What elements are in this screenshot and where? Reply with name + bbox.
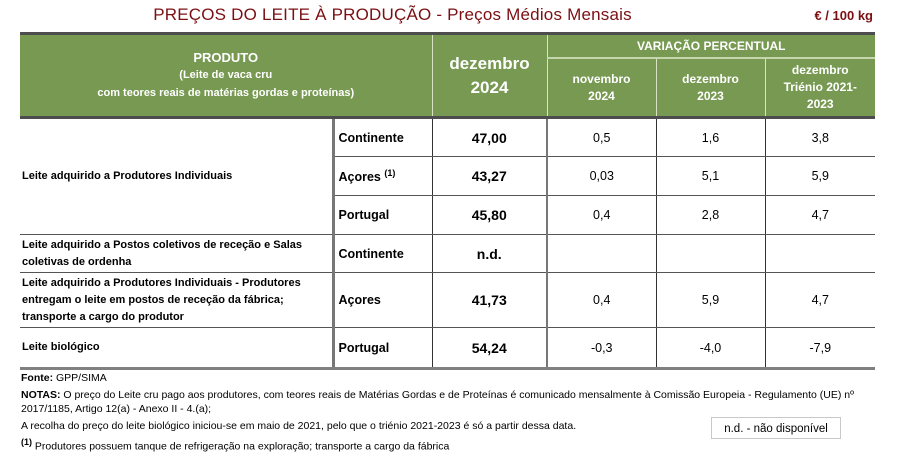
var-dec2023-cell: 1,6 bbox=[656, 117, 766, 157]
table-row: Açores (1) 43,27 0,03 5,1 5,9 bbox=[20, 156, 876, 196]
var-nov2024-cell: 0,03 bbox=[547, 156, 657, 196]
header-produto-title: PRODUTO bbox=[193, 50, 259, 65]
product-cell: Leite adquirido a Produtores Individuais bbox=[20, 117, 333, 235]
header-col-line: dezembro bbox=[682, 71, 739, 86]
var-nov2024-cell: -0,3 bbox=[547, 327, 657, 370]
header-col-line: dezembro bbox=[791, 63, 849, 77]
notes-label: NOTAS: bbox=[21, 389, 61, 401]
var-trienio-cell: -7,9 bbox=[765, 327, 876, 370]
prices-table: PRODUTO (Leite de vaca cru com teores re… bbox=[20, 32, 876, 370]
region-label: Açores bbox=[338, 170, 381, 185]
var-trienio-cell: 4,7 bbox=[765, 272, 876, 328]
var-dec2023-cell: 2,8 bbox=[656, 195, 766, 235]
var-nov2024-cell: 0,4 bbox=[547, 272, 657, 328]
var-trienio-cell bbox=[765, 234, 876, 273]
header-col-dec2023: dezembro 2023 bbox=[656, 58, 766, 119]
header-current-year: 2024 bbox=[470, 77, 509, 97]
table-row: Leite adquirido a Postos coletivos de re… bbox=[20, 234, 876, 273]
table-row: Leite adquirido a Produtores Individuais… bbox=[20, 272, 876, 328]
footer-notes-3: A recolha do preço do leite biológico in… bbox=[21, 420, 577, 432]
table-row: Leite biológico Portugal 54,24 -0,3 -4,0… bbox=[20, 327, 876, 370]
var-nov2024-cell: 0,5 bbox=[547, 117, 657, 157]
footer-notes: NOTAS: O preço do Leite cru pago aos pro… bbox=[21, 389, 854, 401]
region-cell: Continente bbox=[331, 234, 433, 273]
region-cell: Açores bbox=[331, 272, 433, 328]
price-cell: 43,27 bbox=[432, 156, 548, 196]
var-dec2023-cell: -4,0 bbox=[656, 327, 766, 370]
product-cell: Leite biológico bbox=[20, 327, 333, 370]
source-text: GPP/SIMA bbox=[53, 372, 107, 384]
footnote-marker: (1) bbox=[21, 437, 32, 447]
header-current-month: dezembro bbox=[449, 53, 530, 73]
region-cell: Continente bbox=[331, 117, 433, 157]
var-trienio-cell: 5,9 bbox=[765, 156, 876, 196]
footer-footnote-1: (1) Produtores possuem tanque de refrige… bbox=[21, 437, 449, 453]
notes-text-1: O preço do Leite cru pago aos produtores… bbox=[60, 389, 854, 401]
var-nov2024-cell: 0,4 bbox=[547, 195, 657, 235]
price-cell: 47,00 bbox=[432, 117, 548, 157]
product-cell: Leite adquirido a Produtores Individuais… bbox=[20, 272, 333, 328]
footer-notes-2: 2017/1185, Artigo 12(a) - Anexo II - 4.(… bbox=[21, 403, 212, 415]
nd-legend-box: n.d. - não disponível bbox=[711, 417, 841, 439]
table-row: Portugal 45,80 0,4 2,8 4,7 bbox=[20, 195, 876, 235]
page-title: PREÇOS DO LEITE À PRODUÇÃO - Preços Médi… bbox=[153, 5, 632, 24]
var-dec2023-cell: 5,1 bbox=[656, 156, 766, 196]
header-col-nov2024: novembro 2024 bbox=[547, 58, 657, 119]
unit-label: € / 100 kg bbox=[814, 8, 873, 23]
price-cell: 45,80 bbox=[432, 195, 548, 235]
price-cell: 41,73 bbox=[432, 272, 548, 328]
header-col-line: 2023 bbox=[806, 97, 834, 111]
footnote-text: Produtores possuem tanque de refrigeraçã… bbox=[32, 440, 450, 453]
footnote-marker: (1) bbox=[384, 167, 396, 178]
var-trienio-cell: 3,8 bbox=[765, 117, 876, 157]
header-col-line: 2023 bbox=[697, 88, 724, 103]
header-produto: PRODUTO (Leite de vaca cru com teores re… bbox=[20, 32, 433, 119]
var-trienio-cell: 4,7 bbox=[765, 195, 876, 235]
product-cell: Leite adquirido a Postos coletivos de re… bbox=[20, 234, 333, 273]
var-nov2024-cell bbox=[547, 234, 657, 273]
var-dec2023-cell: 5,9 bbox=[656, 272, 766, 328]
var-dec2023-cell bbox=[656, 234, 766, 273]
header-current-period: dezembro 2024 bbox=[432, 32, 548, 119]
region-cell: Portugal bbox=[331, 327, 433, 370]
region-cell: Portugal bbox=[331, 195, 433, 235]
table-row: Leite adquirido a Produtores Individuais… bbox=[20, 117, 876, 235]
source-label: Fonte: bbox=[21, 372, 54, 384]
header-col-line: Triénio 2021- bbox=[783, 80, 857, 94]
region-cell: Açores (1) bbox=[331, 156, 433, 196]
price-cell: 54,24 bbox=[432, 327, 548, 370]
footer-source: Fonte: GPP/SIMA bbox=[21, 372, 107, 384]
header-col-line: 2024 bbox=[588, 88, 615, 103]
header-col-trienio: dezembro Triénio 2021- 2023 bbox=[765, 58, 876, 119]
header-variacao: VARIAÇÃO PERCENTUAL bbox=[547, 32, 876, 59]
price-cell: n.d. bbox=[432, 234, 548, 273]
header-produto-sub1: (Leite de vaca cru bbox=[179, 69, 273, 81]
header-produto-sub2: com teores reais de matérias gordas e pr… bbox=[97, 87, 355, 99]
header-col-line: novembro bbox=[572, 71, 631, 86]
